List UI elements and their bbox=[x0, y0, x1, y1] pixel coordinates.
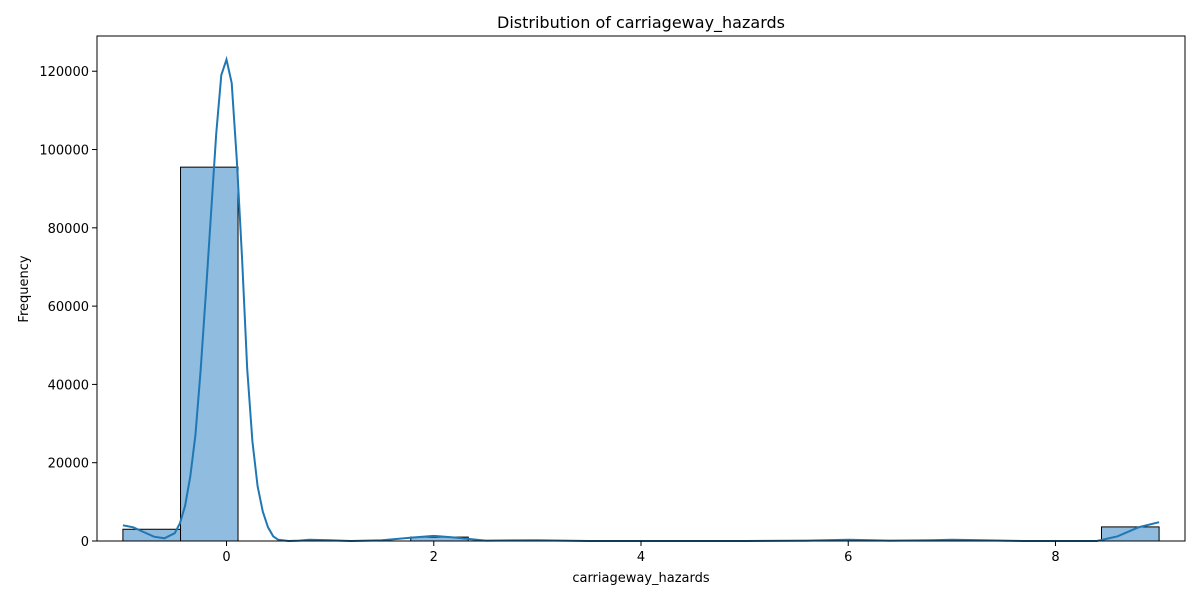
y-tick-label: 60000 bbox=[48, 300, 89, 315]
x-tick-label: 2 bbox=[430, 550, 438, 565]
y-tick-label: 120000 bbox=[39, 65, 89, 80]
y-tick-label: 20000 bbox=[48, 457, 89, 472]
x-axis: 0 2 4 6 8 bbox=[222, 541, 1060, 565]
kde-curve bbox=[122, 55, 1160, 543]
histogram-bars bbox=[122, 166, 1160, 542]
plot-area-frame bbox=[96, 35, 1186, 542]
y-axis: 0 20000 40000 60000 80000 100000 120000 bbox=[39, 65, 97, 550]
chart-title: Distribution of carriageway_hazards bbox=[497, 13, 785, 33]
x-axis-label: carriageway_hazards bbox=[572, 571, 710, 586]
x-tick-label: 8 bbox=[1051, 550, 1059, 565]
y-tick-label: 40000 bbox=[48, 378, 89, 393]
y-tick-label: 0 bbox=[81, 535, 89, 550]
y-tick-label: 100000 bbox=[39, 144, 89, 159]
x-tick-label: 6 bbox=[844, 550, 852, 565]
y-tick-label: 80000 bbox=[48, 222, 89, 237]
x-tick-label: 0 bbox=[222, 550, 230, 565]
x-tick-label: 4 bbox=[637, 550, 645, 565]
y-axis-label: Frequency bbox=[17, 255, 32, 322]
